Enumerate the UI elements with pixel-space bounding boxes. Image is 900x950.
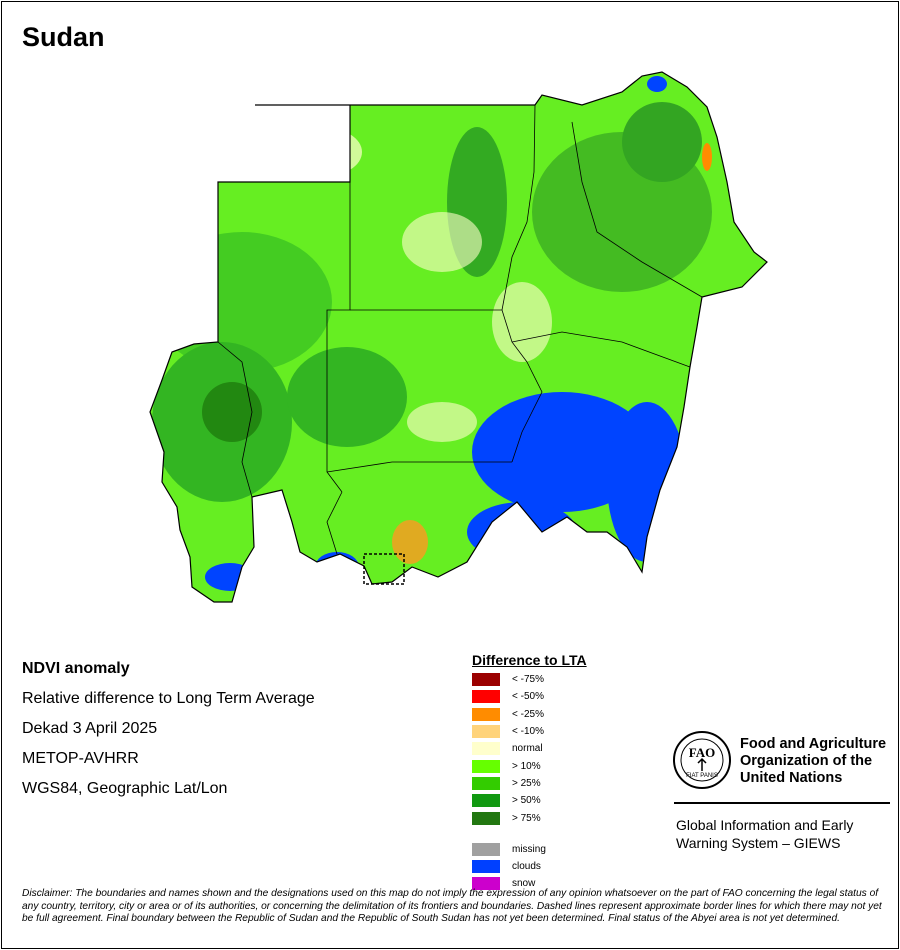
- fao-logo-motto: FIAT PANIS: [686, 773, 718, 779]
- legend-label: < -10%: [512, 726, 544, 738]
- legend-other: missing clouds snow: [472, 841, 652, 893]
- legend-item: < -75%: [472, 671, 652, 688]
- legend-item: < -50%: [472, 688, 652, 705]
- fao-logo-letters: FAO: [689, 745, 715, 760]
- legend-item: normal: [472, 740, 652, 757]
- disclaimer: Disclaimer: The boundaries and names sho…: [22, 888, 882, 924]
- ndvi-map: [149, 71, 768, 603]
- legend-classes: < -75% < -50% < -25% < -10% normal > 10% > 25%…: [472, 671, 652, 827]
- metadata-title: NDVI anomaly: [22, 660, 130, 677]
- abyei-area: [363, 553, 405, 585]
- metadata-subtitle: Relative difference to Long Term Average: [22, 690, 315, 707]
- legend-label: snow: [512, 878, 536, 890]
- giews-name: Global Information and Early Warning Sys…: [676, 817, 854, 851]
- legend-label: > 75%: [512, 812, 541, 824]
- metadata-period: Dekad 3 April 2025: [22, 720, 158, 737]
- country-title: Sudan: [22, 22, 105, 52]
- legend-swatch: [472, 673, 500, 687]
- legend-swatch: [472, 707, 500, 721]
- legend-label: > 10%: [512, 760, 541, 772]
- legend-item: clouds: [472, 858, 652, 875]
- legend-swatch: [472, 860, 500, 874]
- legend-label: normal: [512, 743, 543, 755]
- map-legend: Difference to LTA < -75% < -50% < -25% < -1…: [472, 652, 652, 893]
- legend-label: < -75%: [512, 674, 544, 686]
- legend-swatch: [472, 725, 500, 739]
- legend-label: clouds: [512, 861, 541, 873]
- legend-item: missing: [472, 841, 652, 858]
- legend-item: < -10%: [472, 723, 652, 740]
- legend-title: Difference to LTA: [472, 652, 587, 668]
- legend-swatch: [472, 690, 500, 704]
- fao-divider: [674, 802, 890, 804]
- legend-swatch: [472, 877, 500, 891]
- metadata-projection: WGS84, Geographic Lat/Lon: [22, 780, 228, 797]
- legend-label: > 50%: [512, 795, 541, 807]
- legend-label: < -50%: [512, 691, 544, 703]
- sudan-border: [149, 71, 768, 603]
- legend-item: snow: [472, 875, 652, 892]
- legend-label: > 25%: [512, 777, 541, 789]
- fao-logo-icon: FAO FIAT PANIS: [673, 731, 731, 789]
- legend-item: < -25%: [472, 706, 652, 723]
- legend-swatch: [472, 811, 500, 825]
- legend-item: > 75%: [472, 809, 652, 826]
- legend-item: > 50%: [472, 792, 652, 809]
- fao-name: Food and Agriculture Organization of the…: [740, 736, 887, 786]
- metadata-sensor: METOP-AVHRR: [22, 750, 139, 767]
- map-raster: [150, 72, 767, 602]
- legend-swatch: [472, 842, 500, 856]
- legend-label: missing: [512, 843, 546, 855]
- legend-label: < -25%: [512, 708, 544, 720]
- legend-item: > 25%: [472, 775, 652, 792]
- legend-swatch: [472, 776, 500, 790]
- map-metadata: NDVI anomaly Relative difference to Long…: [22, 658, 315, 808]
- state-boundaries: [217, 104, 703, 555]
- legend-swatch: [472, 759, 500, 773]
- legend-swatch: [472, 794, 500, 808]
- legend-swatch: [472, 742, 500, 756]
- legend-item: > 10%: [472, 757, 652, 774]
